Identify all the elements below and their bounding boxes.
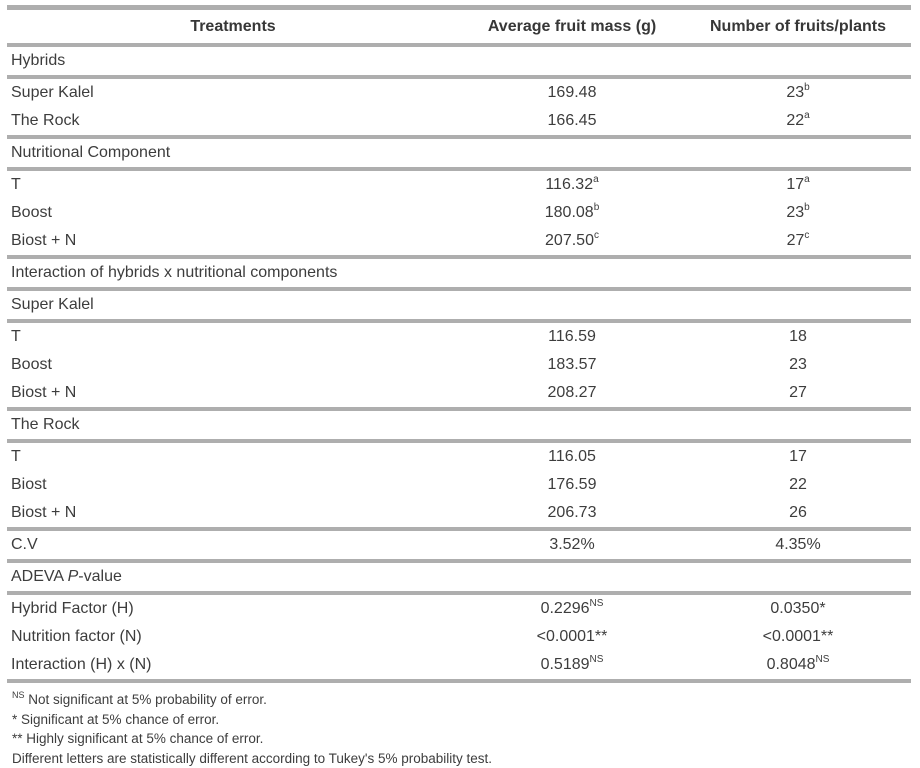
number-of-fruits-value: 22 (685, 471, 911, 499)
row-label: Interaction (H) x (N) (7, 651, 459, 681)
number-of-fruits-value: <0.0001** (685, 623, 911, 651)
footnote-superscript: NS (12, 690, 25, 700)
significance-superscript: b (594, 202, 600, 213)
section-label: The Rock (7, 409, 911, 441)
section-label: Super Kalel (7, 289, 911, 321)
section-row: Nutritional Component (7, 137, 911, 169)
average-fruit-mass-value: 176.59 (459, 471, 685, 499)
number-of-fruits-value: 23b (685, 199, 911, 227)
footnote-line: * Significant at 5% chance of error. (12, 710, 914, 730)
significance-superscript: c (594, 230, 599, 241)
number-of-fruits-value: 17a (685, 169, 911, 199)
average-fruit-mass-value: 208.27 (459, 379, 685, 409)
section-row: Interaction of hybrids x nutritional com… (7, 257, 911, 289)
row-label: Nutrition factor (N) (7, 623, 459, 651)
significance-superscript: b (804, 82, 810, 93)
row-label: C.V (7, 529, 459, 561)
column-header-number-of-fruits: Number of fruits/plants (685, 8, 911, 46)
average-fruit-mass-value: 183.57 (459, 351, 685, 379)
row-label: Biost + N (7, 499, 459, 529)
section-row: Super Kalel (7, 289, 911, 321)
row-label: The Rock (7, 107, 459, 137)
section-label: Hybrids (7, 45, 911, 77)
average-fruit-mass-value: 180.08b (459, 199, 685, 227)
average-fruit-mass-value: 207.50c (459, 227, 685, 257)
row-label: T (7, 169, 459, 199)
significance-superscript: a (804, 110, 810, 121)
row-label: Boost (7, 351, 459, 379)
section-row: The Rock (7, 409, 911, 441)
average-fruit-mass-value: <0.0001** (459, 623, 685, 651)
number-of-fruits-value: 17 (685, 441, 911, 471)
significance-superscript: a (593, 174, 599, 185)
row-label: Biost + N (7, 379, 459, 409)
number-of-fruits-value: 23b (685, 77, 911, 107)
significance-superscript: b (804, 202, 810, 213)
average-fruit-mass-value: 0.2296NS (459, 593, 685, 623)
significance-superscript: a (804, 174, 810, 185)
footnote-line: ** Highly significant at 5% chance of er… (12, 729, 914, 749)
section-label: ADEVA P-value (7, 561, 911, 593)
row-label: T (7, 321, 459, 351)
significance-superscript: NS (590, 598, 604, 609)
treatments-table: Treatments Average fruit mass (g) Number… (7, 5, 911, 683)
section-label: Interaction of hybrids x nutritional com… (7, 257, 911, 289)
row-label: Biost (7, 471, 459, 499)
average-fruit-mass-value: 116.05 (459, 441, 685, 471)
average-fruit-mass-value: 166.45 (459, 107, 685, 137)
number-of-fruits-value: 18 (685, 321, 911, 351)
column-header-average-fruit-mass: Average fruit mass (g) (459, 8, 685, 46)
row-label: Hybrid Factor (H) (7, 593, 459, 623)
average-fruit-mass-value: 206.73 (459, 499, 685, 529)
row-label: Biost + N (7, 227, 459, 257)
average-fruit-mass-value: 116.32a (459, 169, 685, 199)
table-row: Nutrition factor (N)<0.0001**<0.0001** (7, 623, 911, 651)
average-fruit-mass-value: 0.5189NS (459, 651, 685, 681)
section-row: ADEVA P-value (7, 561, 911, 593)
number-of-fruits-value: 0.0350* (685, 593, 911, 623)
italic-p: P (68, 568, 79, 585)
average-fruit-mass-value: 3.52% (459, 529, 685, 561)
significance-superscript: NS (816, 654, 830, 665)
number-of-fruits-value: 23 (685, 351, 911, 379)
section-label: Nutritional Component (7, 137, 911, 169)
footnote-line: NS Not significant at 5% probability of … (12, 690, 914, 710)
table-header-row: Treatments Average fruit mass (g) Number… (7, 8, 911, 46)
row-label: T (7, 441, 459, 471)
footnote-line: Different letters are statistically diff… (12, 749, 914, 768)
average-fruit-mass-value: 169.48 (459, 77, 685, 107)
average-fruit-mass-value: 116.59 (459, 321, 685, 351)
number-of-fruits-value: 22a (685, 107, 911, 137)
column-header-treatments: Treatments (7, 8, 459, 46)
number-of-fruits-value: 27c (685, 227, 911, 257)
row-label: Super Kalel (7, 77, 459, 107)
number-of-fruits-value: 27 (685, 379, 911, 409)
number-of-fruits-value: 4.35% (685, 529, 911, 561)
number-of-fruits-value: 0.8048NS (685, 651, 911, 681)
significance-superscript: NS (590, 654, 604, 665)
number-of-fruits-value: 26 (685, 499, 911, 529)
table-footnotes: NS Not significant at 5% probability of … (7, 683, 914, 768)
significance-superscript: c (804, 230, 809, 241)
row-label: Boost (7, 199, 459, 227)
section-row: Hybrids (7, 45, 911, 77)
